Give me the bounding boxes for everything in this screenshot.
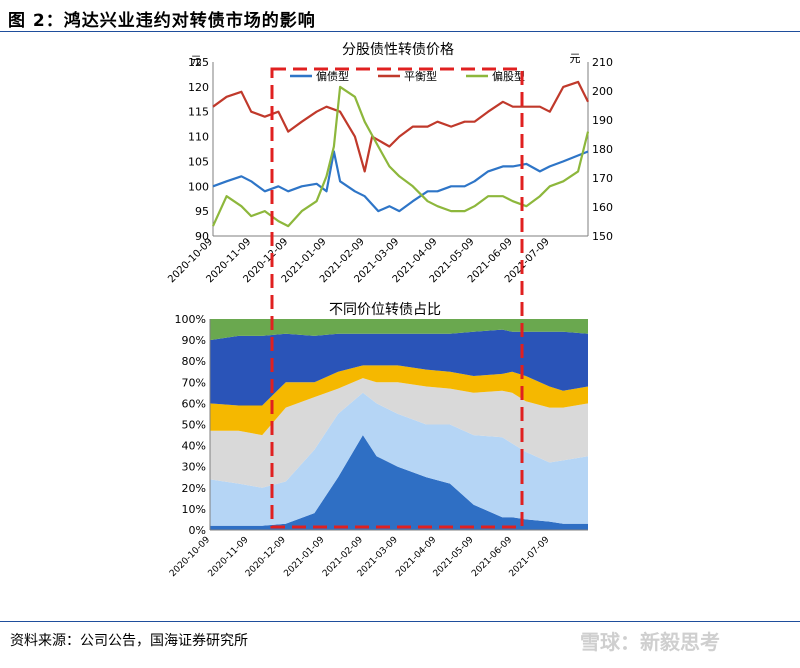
chart2-y-tick-label: 20%: [182, 482, 206, 495]
chart1-legend-label: 平衡型: [404, 69, 437, 83]
chart2-y-tick-label: 50%: [182, 419, 206, 432]
chart1-legend-label: 偏股型: [492, 69, 525, 83]
chart1-left-tick-label: 90: [195, 230, 209, 243]
chart2-y-tick-label: 100%: [175, 313, 206, 326]
chart1-left-tick-label: 100: [188, 180, 209, 193]
watermark: 雪球：新毅思考: [580, 630, 720, 654]
chart2-y-tick-label: 30%: [182, 461, 206, 474]
chart1-title: 分股债性转债价格: [342, 42, 454, 58]
chart1-left-tick-label: 95: [195, 205, 209, 218]
chart1-right-tick-label: 210: [592, 56, 613, 69]
chart2-y-tick-label: 80%: [182, 355, 206, 368]
chart2-x-tick-label: 2021-07-09: [508, 535, 552, 579]
chart1-series-line: [212, 80, 589, 173]
chart1-right-tick-label: 150: [592, 230, 613, 243]
chart2-y-tick-label: 70%: [182, 376, 206, 389]
price-band-area-chart: 不同价位转债占比 0% 10% 20% 30% 40% 50% 60% 70% 80% 90% 10…: [168, 302, 588, 579]
chart2-y-tick-label: 90%: [182, 334, 206, 347]
chart2-y-tick-label: 0%: [189, 524, 206, 537]
bottom-rule: [0, 621, 800, 622]
chart1-left-tick-label: 105: [188, 155, 209, 168]
chart1-left-unit: 元: [191, 54, 202, 67]
chart1-right-tick-label: 180: [592, 143, 613, 156]
source-note: 资料来源：公司公告，国海证券研究所: [10, 633, 248, 649]
chart1-lines: [211, 80, 590, 228]
chart2-y-tick-label: 40%: [182, 440, 206, 453]
chart1-right-unit: 元: [570, 52, 581, 65]
figure-title: 图 2：鸿达兴业违约对转债市场的影响: [8, 11, 316, 31]
price-line-chart: 分股债性转债价格 元 元 90 95 100 105 110 115 120 125 150 16…: [166, 42, 613, 285]
chart1-right-tick-label: 160: [592, 201, 613, 214]
chart2-y-tick-label: 60%: [182, 397, 206, 410]
chart1-axes: 90 95 100 105 110 115 120 125 150 160 170 180 190 200…: [166, 56, 613, 285]
chart1-legend-label: 偏债型: [316, 69, 349, 83]
chart2-title: 不同价位转债占比: [329, 302, 441, 318]
chart1-left-tick-label: 125: [188, 56, 209, 69]
chart1-right-tick-label: 170: [592, 172, 613, 185]
chart1-left-tick-label: 115: [188, 106, 209, 119]
chart1-left-tick-label: 110: [188, 131, 209, 144]
top-rule: [0, 31, 800, 32]
chart2-y-tick-label: 10%: [182, 503, 206, 516]
chart1-left-tick-label: 120: [188, 81, 209, 94]
chart1-legend: 偏债型 平衡型 偏股型: [290, 69, 525, 83]
chart1-right-tick-label: 190: [592, 114, 613, 127]
chart2-areas: [210, 319, 588, 530]
chart1-right-tick-label: 200: [592, 85, 613, 98]
